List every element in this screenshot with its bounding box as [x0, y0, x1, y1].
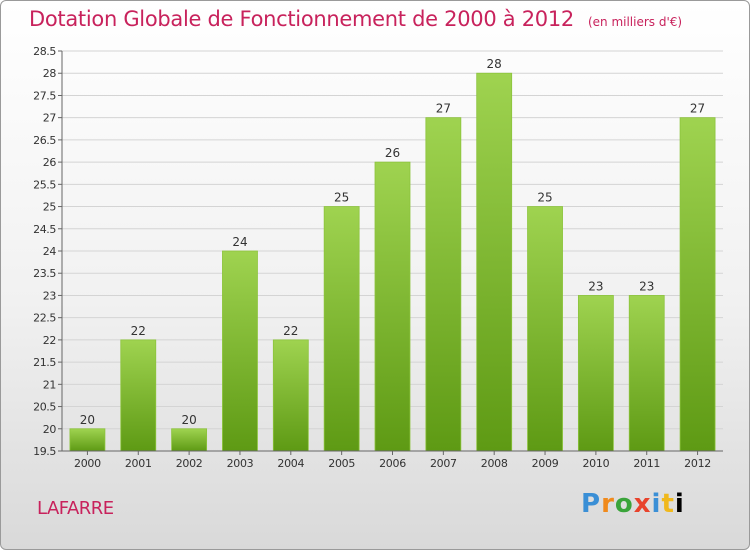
logo-letter: r	[601, 489, 615, 519]
bar	[171, 428, 208, 452]
logo-letter: P	[581, 489, 602, 519]
y-tick-label: 28.5	[33, 45, 56, 58]
logo-letter: i	[674, 489, 685, 519]
bar-value-label: 24	[232, 235, 247, 249]
bar	[374, 161, 411, 452]
x-tick-label: 2012	[684, 457, 711, 470]
bar	[120, 339, 157, 452]
bar-value-label: 25	[334, 191, 349, 205]
y-tick-label: 27.5	[33, 89, 56, 102]
x-tick-label: 2005	[328, 457, 355, 470]
bar-value-label: 23	[639, 279, 654, 293]
proxiti-logo: Proxiti	[581, 489, 685, 519]
x-tick-label: 2009	[532, 457, 559, 470]
bar-value-label: 27	[436, 102, 451, 116]
logo-letter: x	[633, 489, 652, 519]
bar-value-label: 22	[283, 324, 298, 338]
bar-value-label: 23	[588, 279, 603, 293]
chart-title: Dotation Globale de Fonctionnement de 20…	[29, 7, 682, 31]
y-tick-label: 20	[43, 423, 57, 436]
bar	[679, 117, 716, 452]
bar	[425, 117, 462, 452]
bar	[323, 206, 360, 452]
bar-value-label: 28	[487, 57, 502, 71]
y-tick-label: 26	[43, 156, 57, 169]
x-tick-label: 2000	[74, 457, 101, 470]
bar	[476, 72, 513, 452]
bar	[222, 250, 258, 452]
x-tick-label: 2007	[430, 457, 457, 470]
bar	[69, 428, 106, 452]
y-tick-label: 22	[43, 334, 56, 347]
y-tick-label: 23	[43, 289, 57, 302]
bar	[628, 295, 665, 452]
x-tick-label: 2011	[633, 457, 660, 470]
y-tick-label: 26.5	[33, 134, 56, 147]
y-tick-label: 19.5	[33, 445, 56, 458]
chart-title-text: Dotation Globale de Fonctionnement de 20…	[29, 7, 574, 31]
bar-value-label: 25	[537, 191, 552, 205]
y-tick-label: 22.5	[33, 312, 56, 325]
bar-value-label: 20	[80, 413, 95, 427]
y-tick-label: 24.5	[33, 223, 56, 236]
y-tick-label: 27	[43, 112, 57, 125]
x-tick-label: 2010	[582, 457, 609, 470]
bar	[527, 206, 563, 452]
y-tick-label: 25	[43, 201, 57, 214]
y-tick-label: 21.5	[33, 356, 56, 369]
x-tick-label: 2001	[125, 457, 152, 470]
bar-value-label: 22	[131, 324, 146, 338]
chart-unit: (en milliers d'€)	[587, 15, 683, 29]
logo-letter: i	[651, 489, 662, 519]
town-name: LAFARRE	[37, 498, 114, 519]
x-tick-label: 2004	[277, 457, 304, 470]
logo-letter: o	[614, 489, 634, 519]
x-tick-label: 2002	[176, 457, 203, 470]
y-tick-label: 24	[43, 245, 57, 258]
x-tick-label: 2003	[227, 457, 254, 470]
y-tick-label: 28	[43, 67, 57, 80]
bar	[577, 295, 614, 452]
logo-letter: t	[661, 489, 675, 519]
x-tick-label: 2008	[481, 457, 508, 470]
x-tick-label: 2006	[379, 457, 406, 470]
bar-value-label: 26	[385, 146, 400, 160]
y-tick-label: 23.5	[33, 267, 56, 280]
bar	[272, 339, 309, 452]
bar-value-label: 27	[690, 102, 705, 116]
y-tick-label: 25.5	[33, 178, 56, 191]
y-tick-label: 20.5	[33, 401, 56, 414]
bar-value-label: 20	[181, 413, 196, 427]
y-tick-label: 21	[43, 378, 56, 391]
